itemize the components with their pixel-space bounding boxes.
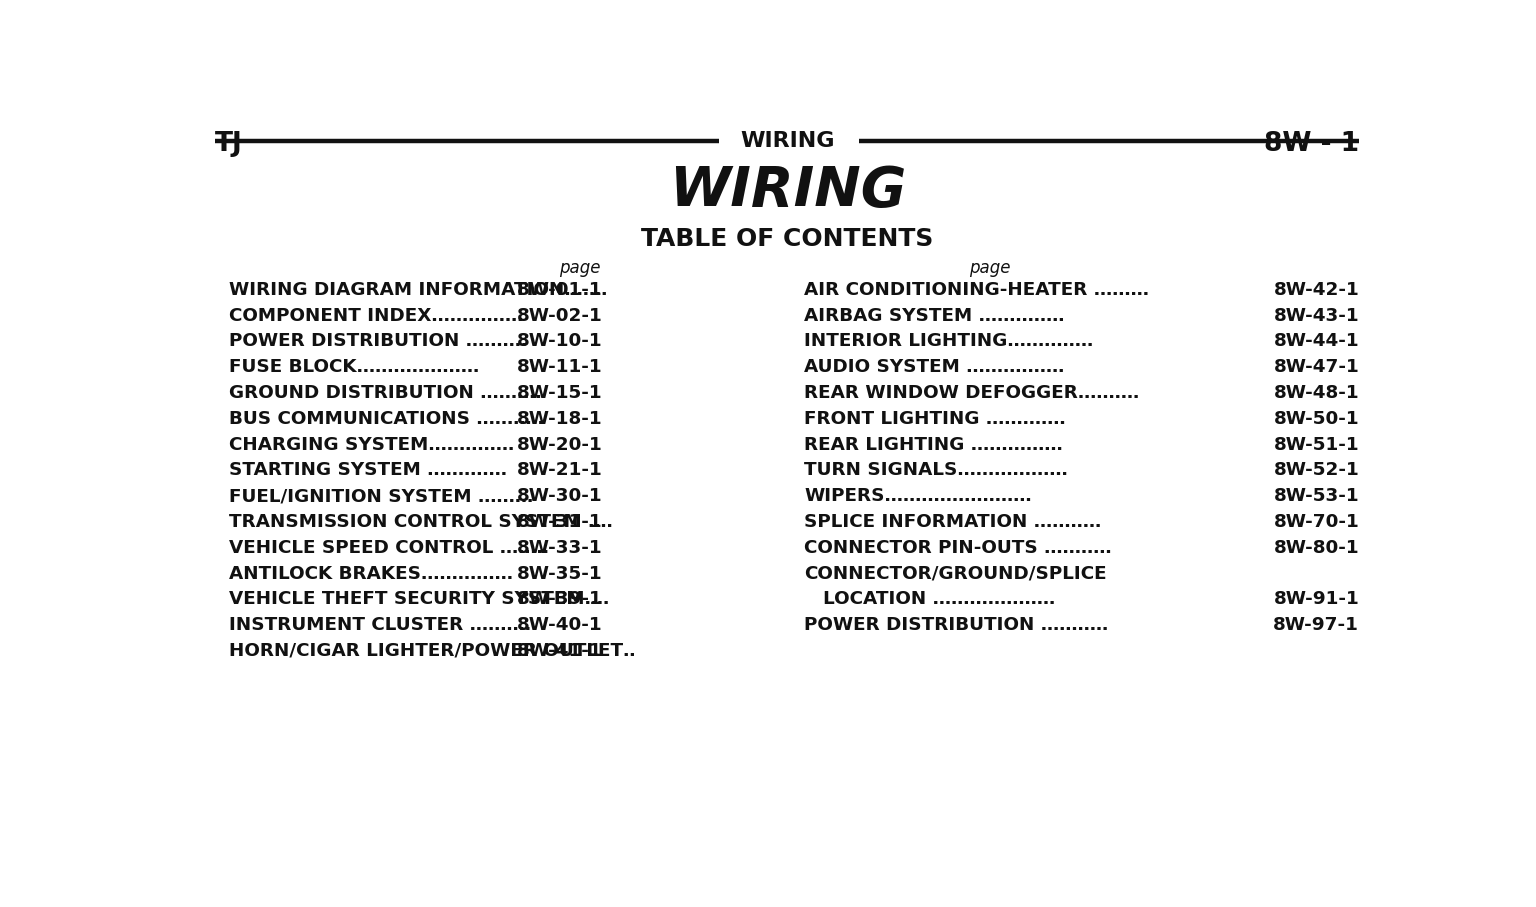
Text: 8W-11-1: 8W-11-1 xyxy=(518,358,602,376)
Text: 8W-53-1: 8W-53-1 xyxy=(1273,487,1359,505)
Text: 8W-40-1: 8W-40-1 xyxy=(518,616,602,634)
Text: WIRING: WIRING xyxy=(740,132,834,151)
Text: COMPONENT INDEX․․․․․․․․․․․․․․․: COMPONENT INDEX․․․․․․․․․․․․․․․ xyxy=(229,307,524,325)
Text: 8W-70-1: 8W-70-1 xyxy=(1273,513,1359,531)
Text: 8W-33-1: 8W-33-1 xyxy=(518,539,602,557)
Text: FUSE BLOCK․․․․․․․․․․․․․․․․․․․․: FUSE BLOCK․․․․․․․․․․․․․․․․․․․․ xyxy=(229,358,479,376)
Text: INTERIOR LIGHTING․․․․․․․․․․․․․․: INTERIOR LIGHTING․․․․․․․․․․․․․․ xyxy=(805,332,1094,350)
Text: 8W-80-1: 8W-80-1 xyxy=(1273,539,1359,557)
Text: VEHICLE SPEED CONTROL ․․․․․․․․: VEHICLE SPEED CONTROL ․․․․․․․․ xyxy=(229,539,548,557)
Text: 8W-21-1: 8W-21-1 xyxy=(518,462,602,480)
Text: 8W-91-1: 8W-91-1 xyxy=(1273,590,1359,609)
Text: 8W-15-1: 8W-15-1 xyxy=(518,384,602,402)
Text: AIR CONDITIONING-HEATER ․․․․․․․․․: AIR CONDITIONING-HEATER ․․․․․․․․․ xyxy=(805,281,1149,298)
Text: CHARGING SYSTEM․․․․․․․․․․․․․․: CHARGING SYSTEM․․․․․․․․․․․․․․ xyxy=(229,435,515,454)
Text: WIRING DIAGRAM INFORMATION․․․․․․․: WIRING DIAGRAM INFORMATION․․․․․․․ xyxy=(229,281,607,298)
Text: CONNECTOR PIN-OUTS ․․․․․․․․․․․: CONNECTOR PIN-OUTS ․․․․․․․․․․․ xyxy=(805,539,1112,557)
Text: 8W-18-1: 8W-18-1 xyxy=(518,410,602,428)
Text: 8W-02-1: 8W-02-1 xyxy=(518,307,602,325)
Text: 8W-97-1: 8W-97-1 xyxy=(1273,616,1359,634)
Text: POWER DISTRIBUTION ․․․․․․․․․․․: POWER DISTRIBUTION ․․․․․․․․․․․ xyxy=(805,616,1109,634)
Text: ANTILOCK BRAKES․․․․․․․․․․․․․․․: ANTILOCK BRAKES․․․․․․․․․․․․․․․ xyxy=(229,564,513,582)
Text: 8W-50-1: 8W-50-1 xyxy=(1273,410,1359,428)
Text: VEHICLE THEFT SECURITY SYSTEM․․․․: VEHICLE THEFT SECURITY SYSTEM․․․․ xyxy=(229,590,610,609)
Text: 8W-51-1: 8W-51-1 xyxy=(1273,435,1359,454)
Text: 8W-01-1: 8W-01-1 xyxy=(518,281,602,298)
Text: SPLICE INFORMATION ․․․․․․․․․․․: SPLICE INFORMATION ․․․․․․․․․․․ xyxy=(805,513,1101,531)
Text: GROUND DISTRIBUTION ․․․․․․․․․․: GROUND DISTRIBUTION ․․․․․․․․․․ xyxy=(229,384,542,402)
Text: LOCATION ․․․․․․․․․․․․․․․․․․․․: LOCATION ․․․․․․․․․․․․․․․․․․․․ xyxy=(805,590,1055,609)
Text: BUS COMMUNICATIONS ․․․․․․․․․․․: BUS COMMUNICATIONS ․․․․․․․․․․․ xyxy=(229,410,544,428)
Text: CONNECTOR/GROUND/SPLICE: CONNECTOR/GROUND/SPLICE xyxy=(805,564,1107,582)
Text: POWER DISTRIBUTION ․․․․․․․․․․: POWER DISTRIBUTION ․․․․․․․․․․ xyxy=(229,332,527,350)
Text: 8W-39-1: 8W-39-1 xyxy=(518,590,602,609)
Text: REAR WINDOW DEFOGGER․․․․․․․․․․: REAR WINDOW DEFOGGER․․․․․․․․․․ xyxy=(805,384,1140,402)
Text: STARTING SYSTEM ․․․․․․․․․․․․․: STARTING SYSTEM ․․․․․․․․․․․․․ xyxy=(229,462,507,480)
Text: AIRBAG SYSTEM ․․․․․․․․․․․․․․: AIRBAG SYSTEM ․․․․․․․․․․․․․․ xyxy=(805,307,1064,325)
Text: 8W-10-1: 8W-10-1 xyxy=(518,332,602,350)
Text: 8W-41-1: 8W-41-1 xyxy=(518,642,602,660)
Text: 8W-47-1: 8W-47-1 xyxy=(1273,358,1359,376)
Text: HORN/CIGAR LIGHTER/POWER OUTLET․․: HORN/CIGAR LIGHTER/POWER OUTLET․․ xyxy=(229,642,636,660)
Text: INSTRUMENT CLUSTER ․․․․․․․․․․: INSTRUMENT CLUSTER ․․․․․․․․․․ xyxy=(229,616,531,634)
Text: 8W-42-1: 8W-42-1 xyxy=(1273,281,1359,298)
Text: 8W-31-1: 8W-31-1 xyxy=(518,513,602,531)
Text: page: page xyxy=(559,259,601,278)
Text: 8W-48-1: 8W-48-1 xyxy=(1273,384,1359,402)
Text: 8W-44-1: 8W-44-1 xyxy=(1273,332,1359,350)
Text: TRANSMISSION CONTROL SYSTEM ․․․․: TRANSMISSION CONTROL SYSTEM ․․․․ xyxy=(229,513,613,531)
Text: FUEL/IGNITION SYSTEM ․․․․․․․․․: FUEL/IGNITION SYSTEM ․․․․․․․․․ xyxy=(229,487,533,505)
Text: 8W-20-1: 8W-20-1 xyxy=(518,435,602,454)
Text: REAR LIGHTING ․․․․․․․․․․․․․․․: REAR LIGHTING ․․․․․․․․․․․․․․․ xyxy=(805,435,1063,454)
Text: WIRING: WIRING xyxy=(668,164,906,219)
Text: AUDIO SYSTEM ․․․․․․․․․․․․․․․․: AUDIO SYSTEM ․․․․․․․․․․․․․․․․ xyxy=(805,358,1064,376)
Text: 8W-35-1: 8W-35-1 xyxy=(518,564,602,582)
Text: 8W-30-1: 8W-30-1 xyxy=(518,487,602,505)
Text: 8W - 1: 8W - 1 xyxy=(1264,132,1359,157)
Text: FRONT LIGHTING ․․․․․․․․․․․․․: FRONT LIGHTING ․․․․․․․․․․․․․ xyxy=(805,410,1066,428)
Text: 8W-43-1: 8W-43-1 xyxy=(1273,307,1359,325)
Text: WIPERS․․․․․․․․․․․․․․․․․․․․․․․․: WIPERS․․․․․․․․․․․․․․․․․․․․․․․․ xyxy=(805,487,1032,505)
Text: 8W-52-1: 8W-52-1 xyxy=(1273,462,1359,480)
Text: TJ: TJ xyxy=(215,132,243,157)
Text: page: page xyxy=(969,259,1011,278)
Text: TURN SIGNALS․․․․․․․․․․․․․․․․․․: TURN SIGNALS․․․․․․․․․․․․․․․․․․ xyxy=(805,462,1068,480)
Text: TABLE OF CONTENTS: TABLE OF CONTENTS xyxy=(641,227,934,251)
